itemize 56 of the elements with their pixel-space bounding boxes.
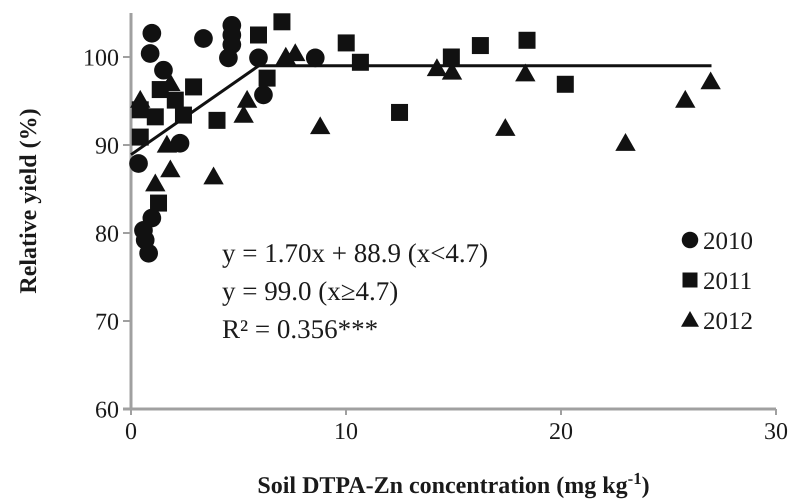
point bbox=[254, 85, 273, 104]
point bbox=[140, 44, 160, 63]
point bbox=[203, 166, 224, 184]
point bbox=[146, 108, 164, 126]
point bbox=[194, 29, 213, 48]
point bbox=[185, 78, 202, 96]
point bbox=[219, 48, 238, 68]
point bbox=[129, 154, 148, 173]
point bbox=[145, 174, 166, 192]
point bbox=[442, 48, 460, 66]
y-tick-label: 60 bbox=[95, 397, 119, 424]
annotation: R² = 0.356*** bbox=[222, 314, 378, 344]
point bbox=[306, 48, 325, 68]
point bbox=[675, 90, 696, 108]
y-axis-title: Relative yield (%) bbox=[16, 108, 42, 294]
point bbox=[139, 244, 158, 263]
legend-label: 2011 bbox=[703, 268, 752, 295]
point bbox=[518, 32, 536, 49]
point bbox=[132, 128, 149, 146]
point bbox=[276, 46, 296, 65]
y-tick-label: 100 bbox=[83, 45, 119, 72]
legend-label: 2010 bbox=[703, 228, 753, 255]
point bbox=[258, 70, 276, 87]
point bbox=[556, 76, 574, 93]
point bbox=[310, 116, 330, 134]
point bbox=[515, 64, 536, 82]
y-tick-label: 80 bbox=[95, 221, 119, 248]
point bbox=[236, 90, 258, 108]
point bbox=[700, 71, 721, 90]
x-tick-label: 0 bbox=[125, 419, 137, 445]
point bbox=[166, 92, 184, 109]
point bbox=[170, 134, 190, 153]
point bbox=[160, 159, 181, 178]
annotation: y = 1.70x + 88.9 (x<4.7) bbox=[222, 238, 488, 268]
point bbox=[495, 118, 516, 136]
point bbox=[154, 60, 173, 80]
point bbox=[130, 90, 150, 108]
point bbox=[338, 34, 355, 52]
x-tick-label: 10 bbox=[334, 419, 358, 445]
point bbox=[150, 194, 168, 212]
point bbox=[391, 104, 408, 121]
x-tick-label: 20 bbox=[549, 419, 573, 445]
point bbox=[156, 134, 178, 153]
point bbox=[472, 37, 489, 54]
legend-label: 2012 bbox=[703, 308, 753, 335]
x-axis-title: Soil DTPA-Zn concentration (mg kg$^{-1}$) bbox=[257, 468, 650, 499]
annotation: y = 99.0 (x≥4.7) bbox=[222, 276, 398, 306]
point bbox=[208, 112, 226, 129]
x-tick-label: 30 bbox=[764, 419, 788, 445]
point bbox=[250, 26, 267, 44]
point bbox=[142, 24, 162, 43]
y-tick-label: 90 bbox=[95, 133, 119, 160]
point bbox=[615, 133, 636, 151]
point bbox=[273, 13, 290, 30]
y-tick-label: 70 bbox=[95, 309, 119, 336]
point bbox=[249, 48, 268, 68]
